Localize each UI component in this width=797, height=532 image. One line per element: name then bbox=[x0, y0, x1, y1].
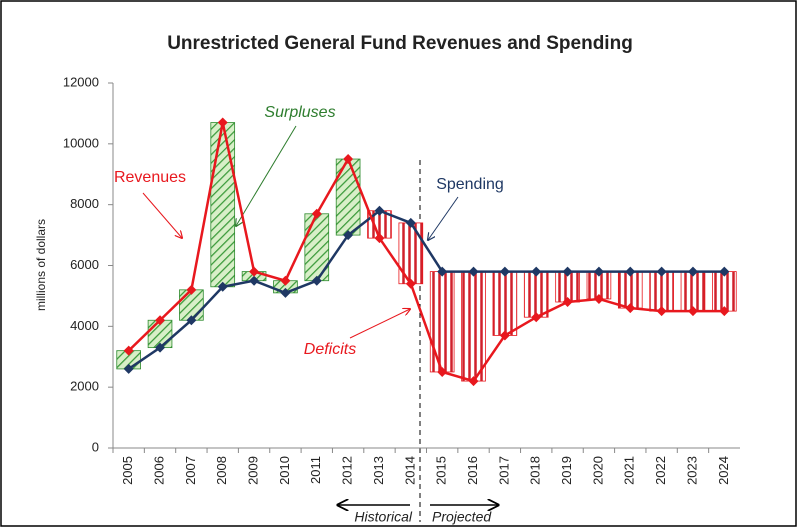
deficit-bar bbox=[617, 271, 643, 309]
y-tick-label: 2000 bbox=[70, 379, 99, 394]
x-tick-label: 2022 bbox=[653, 456, 668, 485]
point bbox=[374, 233, 385, 244]
chart-title: Unrestricted General Fund Revenues and S… bbox=[167, 33, 633, 54]
deficit-bar bbox=[429, 271, 455, 373]
x-tick-label: 2019 bbox=[559, 456, 574, 485]
y-tick-label: 8000 bbox=[70, 196, 99, 211]
x-tick-label: 2012 bbox=[340, 456, 355, 485]
point bbox=[499, 330, 510, 341]
point bbox=[217, 281, 228, 292]
point bbox=[155, 342, 166, 353]
x-tick-label: 2015 bbox=[434, 456, 449, 485]
point bbox=[656, 266, 667, 277]
deficit-bar bbox=[649, 271, 674, 312]
x-tick-label: 2010 bbox=[277, 456, 292, 485]
y-tick-label: 10000 bbox=[63, 135, 99, 150]
x-tick-label: 2020 bbox=[590, 456, 605, 485]
point bbox=[719, 266, 730, 277]
x-tick-label: 2008 bbox=[214, 456, 229, 485]
x-tick-label: 2016 bbox=[465, 456, 480, 485]
point bbox=[311, 208, 322, 219]
y-tick-label: 4000 bbox=[70, 318, 99, 333]
point bbox=[374, 205, 385, 216]
x-tick-label: 2024 bbox=[716, 456, 731, 485]
point bbox=[499, 266, 510, 277]
point bbox=[123, 363, 134, 374]
y-tick-label: 0 bbox=[92, 439, 99, 454]
point bbox=[280, 275, 291, 286]
point bbox=[405, 278, 416, 289]
point bbox=[343, 230, 354, 241]
point bbox=[656, 306, 667, 317]
annotation: Surpluses bbox=[264, 104, 335, 121]
point bbox=[562, 297, 573, 307]
arrow bbox=[236, 125, 297, 226]
deficit-bar bbox=[461, 271, 486, 382]
point bbox=[593, 266, 604, 277]
deficit-bar bbox=[523, 271, 549, 318]
x-tick-label: 2009 bbox=[246, 456, 261, 485]
arrow bbox=[142, 192, 182, 238]
point bbox=[311, 275, 322, 286]
annotations: Surpluses Revenues Spending Deficits His… bbox=[114, 104, 504, 524]
point bbox=[562, 266, 573, 277]
point bbox=[249, 275, 260, 286]
point bbox=[687, 306, 698, 317]
point bbox=[186, 315, 197, 326]
annotation: Spending bbox=[436, 176, 504, 193]
annotation: Projected bbox=[432, 509, 492, 525]
series-line bbox=[127, 122, 725, 383]
arrow bbox=[428, 196, 459, 240]
point bbox=[186, 284, 197, 295]
y-tick-label: 12000 bbox=[63, 74, 99, 89]
series-line bbox=[127, 209, 725, 370]
point bbox=[687, 266, 698, 277]
x-tick-label: 2011 bbox=[308, 456, 323, 484]
deficit-bar bbox=[680, 271, 706, 312]
point bbox=[531, 266, 542, 277]
surplus-bar bbox=[210, 122, 236, 288]
x-tick-label: 2021 bbox=[622, 456, 637, 485]
point bbox=[437, 266, 448, 277]
x-tick-label: 2023 bbox=[684, 456, 699, 485]
point bbox=[468, 266, 479, 277]
x-tick-label: 2006 bbox=[151, 456, 166, 485]
point bbox=[343, 154, 354, 165]
point bbox=[625, 303, 636, 314]
deficit-bar bbox=[398, 222, 424, 285]
surplus-bar bbox=[335, 158, 361, 236]
x-tick-label: 2007 bbox=[183, 456, 198, 485]
point bbox=[405, 217, 416, 228]
y-tick-label: 6000 bbox=[70, 257, 99, 272]
x-tick-label: 2017 bbox=[496, 456, 511, 485]
point bbox=[123, 345, 134, 356]
x-tick-label: 2018 bbox=[528, 456, 543, 485]
arrow bbox=[349, 309, 410, 339]
y-axis-label: millions of dollars bbox=[34, 219, 48, 311]
point bbox=[625, 266, 636, 277]
point bbox=[531, 312, 542, 323]
point bbox=[217, 117, 228, 128]
point bbox=[280, 287, 291, 298]
deficit-bar bbox=[492, 271, 518, 336]
point bbox=[155, 315, 166, 326]
x-tick-label: 2005 bbox=[120, 456, 135, 485]
point bbox=[249, 266, 260, 277]
point bbox=[719, 306, 730, 317]
deficit-bar bbox=[712, 271, 737, 312]
x-tick-label: 2013 bbox=[371, 456, 386, 485]
annotation: Historical bbox=[354, 509, 412, 525]
x-tick-label: 2014 bbox=[402, 456, 417, 485]
annotation: Revenues bbox=[114, 169, 186, 186]
annotation: Deficits bbox=[304, 341, 356, 358]
point bbox=[593, 293, 604, 304]
point bbox=[468, 376, 479, 387]
point bbox=[437, 366, 448, 377]
